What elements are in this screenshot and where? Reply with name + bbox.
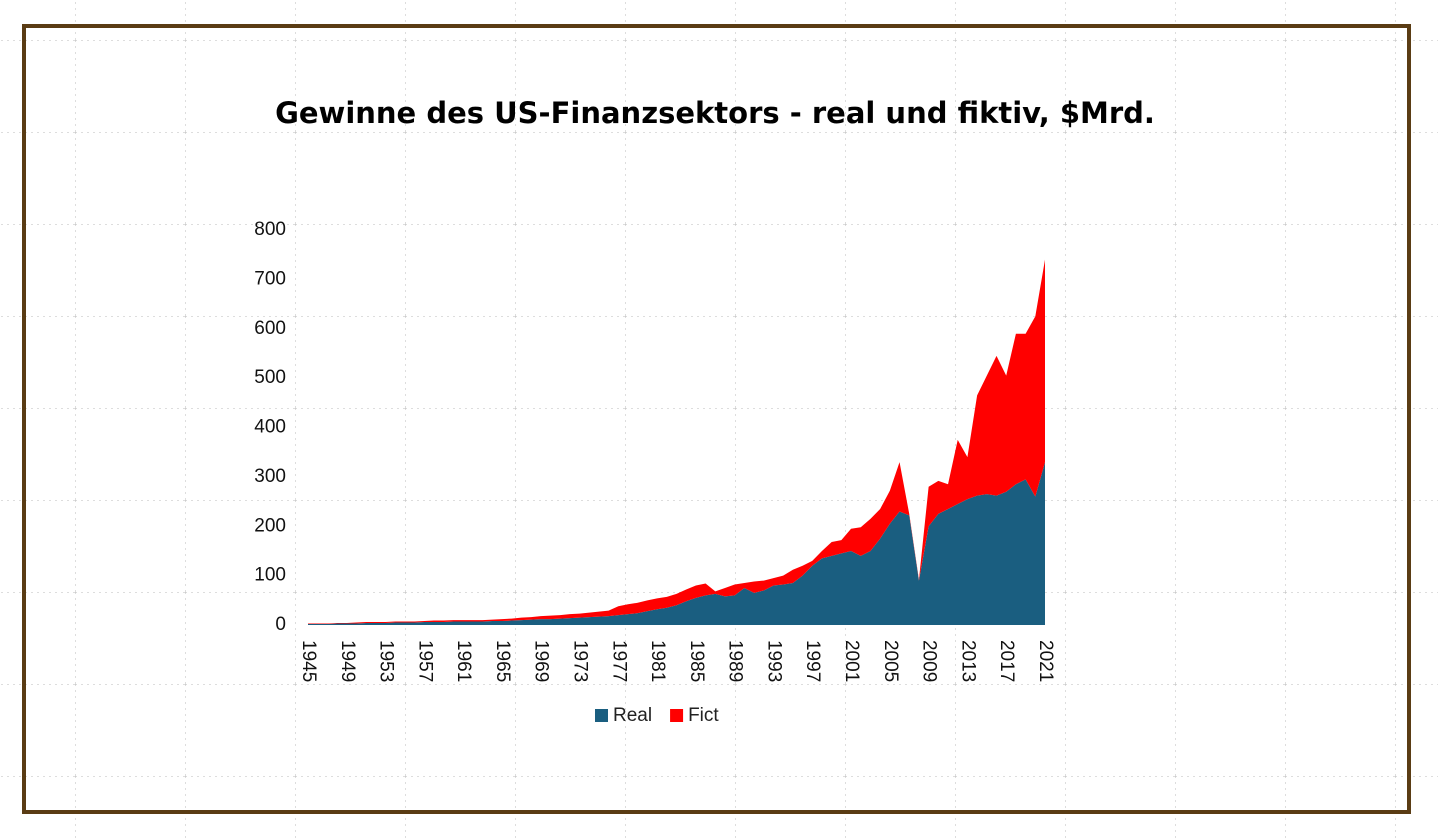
y-tick-label: 0 <box>275 614 286 635</box>
area-fict <box>308 259 1045 625</box>
y-tick-label: 700 <box>254 268 286 289</box>
y-tick-label: 300 <box>254 466 286 487</box>
x-tick-label: 1973 <box>570 640 591 682</box>
x-tick-label: 1981 <box>647 640 668 682</box>
x-tick-label: 1949 <box>337 640 358 682</box>
y-tick-label: 400 <box>254 417 286 438</box>
y-tick-label: 500 <box>254 367 286 388</box>
x-tick-label: 2009 <box>919 640 940 682</box>
area-real <box>308 462 1045 625</box>
chart-title: Gewinne des US-Finanzsektors - real und … <box>275 96 1155 130</box>
legend-label: Real <box>613 705 652 726</box>
x-tick-label: 2005 <box>880 640 901 682</box>
y-tick-label: 600 <box>254 318 286 339</box>
x-tick-label: 1997 <box>802 640 823 682</box>
x-tick-label: 2017 <box>996 640 1017 682</box>
x-tick-label: 1977 <box>608 640 629 682</box>
legend-swatch <box>670 709 684 722</box>
frame <box>22 24 1411 814</box>
x-tick-label: 1993 <box>763 640 784 682</box>
x-tick-label: 2021 <box>1035 640 1056 682</box>
x-tick-label: 1989 <box>725 640 746 682</box>
x-tick-label: 1945 <box>298 640 319 682</box>
y-tick-label: 100 <box>254 565 286 586</box>
x-tick-label: 2013 <box>957 640 978 682</box>
x-tick-label: 1985 <box>686 640 707 682</box>
x-tick-label: 2001 <box>841 640 862 682</box>
x-tick-label: 1965 <box>492 640 513 682</box>
legend-swatch <box>595 709 608 722</box>
x-tick-label: 1961 <box>453 640 474 682</box>
x-tick-label: 1969 <box>531 640 552 682</box>
y-tick-label: 200 <box>254 515 286 536</box>
x-tick-label: 1953 <box>376 640 397 682</box>
x-tick-label: 1957 <box>414 640 435 682</box>
y-tick-label: 800 <box>254 219 286 240</box>
legend-label: Fict <box>688 705 719 726</box>
